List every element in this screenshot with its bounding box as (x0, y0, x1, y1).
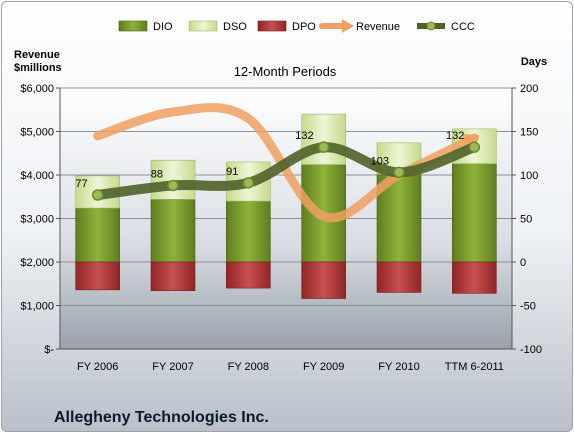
right-axis-label: Days (521, 56, 547, 68)
bar-dio (75, 207, 120, 263)
lines: 77 88 91 132 103 132 (75, 103, 481, 223)
category-label: FY 2007 (152, 361, 193, 373)
ccc-data-label: 77 (75, 178, 87, 190)
ccc-point (167, 179, 179, 192)
category-label: FY 2009 (303, 361, 344, 373)
ccc-data-label: 132 (446, 130, 464, 142)
legend-label-ccc: CCC (451, 21, 475, 33)
bar-dpo (150, 261, 196, 292)
legend-label-dpo: DPO (292, 21, 316, 33)
legend-label-dso: DSO (223, 21, 247, 33)
legend-arrowhead-revenue (342, 19, 354, 33)
legend-marker-ccc (426, 21, 436, 31)
legend-swatch-dso (188, 20, 218, 32)
left-tick-label: $4,000 (20, 170, 54, 182)
legend-swatch-dio (118, 20, 148, 32)
category-label: FY 2006 (77, 361, 118, 373)
chart-title: 12-Month Periods (234, 64, 337, 79)
ccc-data-label: 91 (226, 166, 238, 178)
ccc-point (393, 166, 405, 179)
legend-swatch-dpo (257, 20, 287, 32)
ccc-point (468, 141, 481, 153)
category-label: FY 2010 (378, 361, 419, 373)
left-axis-label-line1: Revenue (14, 49, 60, 61)
left-tick-label: $2,000 (20, 257, 54, 269)
left-tick-label: $6,000 (20, 83, 54, 95)
category-label: TTM 6-2011 (445, 361, 504, 373)
right-tick-label: 50 (520, 214, 532, 226)
ccc-data-label: 132 (295, 130, 313, 142)
bar-dio (150, 199, 196, 263)
left-axis-label-line2: $millions (14, 62, 62, 74)
bar-dpo (301, 261, 346, 299)
right-tick-label: -100 (520, 344, 542, 356)
axes: $- $1,000 $2,000 $3,000 $4,000 $5,000 $6,000 -1… (20, 83, 542, 373)
category-label: FY 2008 (228, 361, 269, 373)
legend: DIO DSO DPO Revenue CCC (118, 19, 475, 33)
ccc-data-label: 88 (151, 168, 163, 180)
right-tick-label: 100 (520, 170, 538, 182)
right-tick-label: 0 (520, 257, 526, 269)
bar-dpo (75, 261, 120, 291)
bar-dpo (226, 261, 271, 289)
bar-dpo (452, 261, 497, 294)
legend-label-dio: DIO (153, 21, 173, 33)
ccc-point (91, 189, 104, 201)
ccc-point (242, 177, 255, 189)
bar-dio (226, 200, 271, 263)
left-tick-label: $1,000 (20, 301, 54, 313)
left-tick-label: $5,000 (20, 127, 54, 139)
left-tick-label: $3,000 (20, 214, 54, 226)
company-name: Allegheny Technologies Inc. (54, 409, 269, 426)
bar-dio (452, 163, 497, 263)
right-tick-label: 200 (520, 83, 538, 95)
ccc-point (317, 141, 330, 153)
legend-label-revenue: Revenue (356, 21, 400, 33)
right-tick-label: 150 (520, 127, 538, 139)
ccc-data-label: 103 (371, 155, 389, 167)
revenue-arrowhead (460, 133, 480, 152)
left-tick-label: $- (44, 344, 54, 356)
bar-dpo (376, 261, 422, 293)
right-tick-label: -50 (520, 301, 536, 313)
